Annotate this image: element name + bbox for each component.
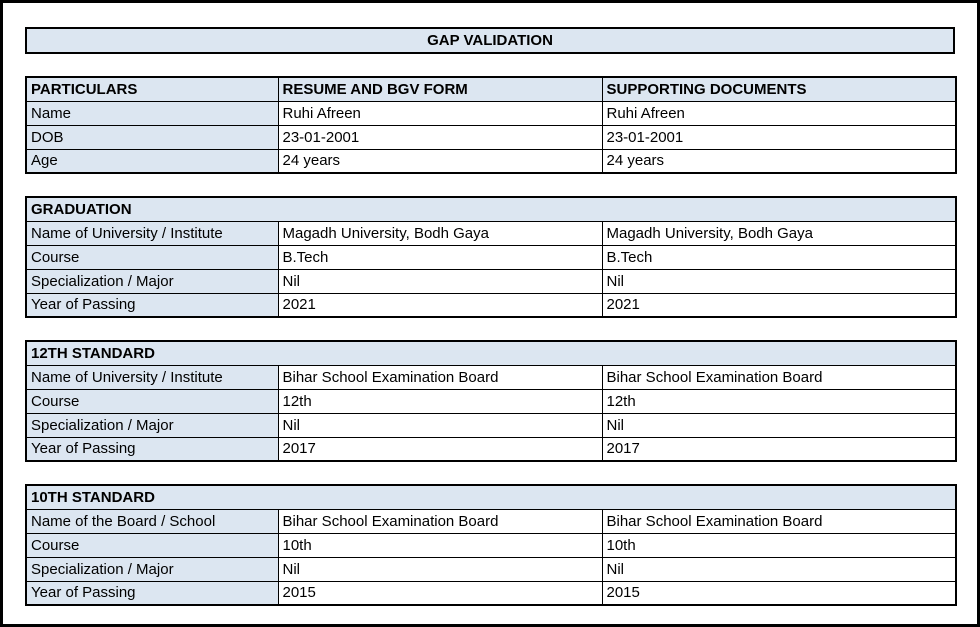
table-row: Course B.Tech B.Tech (25, 244, 957, 270)
resume-cell: 23-01-2001 (277, 124, 603, 150)
table-row: Year of Passing 2015 2015 (25, 580, 957, 606)
supporting-cell: 23-01-2001 (601, 124, 957, 150)
resume-cell: Nil (277, 412, 603, 438)
column-header-supporting-documents: SUPPORTING DOCUMENTS (601, 76, 957, 102)
section-tables: GRADUATION Name of University / Institute… (3, 196, 977, 606)
resume-cell: Ruhi Afreen (277, 100, 603, 126)
table-row: Year of Passing 2017 2017 (25, 436, 957, 462)
section-title: GRADUATION (25, 196, 957, 222)
table-row: Course 10th 10th (25, 532, 957, 558)
supporting-cell: 24 years (601, 148, 957, 174)
label-cell: Year of Passing (25, 436, 279, 462)
table-row: Name of University / Institute Bihar Scho… (25, 364, 957, 390)
resume-cell: 10th (277, 532, 603, 558)
resume-cell: Nil (277, 268, 603, 294)
label-cell: Course (25, 532, 279, 558)
label-cell: DOB (25, 124, 279, 150)
resume-cell: Bihar School Examination Board (277, 508, 603, 534)
particulars-table: PARTICULARS RESUME AND BGV FORM SUPPORTI… (25, 76, 957, 174)
table-row: Age 24 years 24 years (25, 148, 957, 174)
section-title: 12TH STANDARD (25, 340, 957, 366)
resume-cell: 2015 (277, 580, 603, 606)
supporting-cell: 2021 (601, 292, 957, 318)
label-cell: Year of Passing (25, 580, 279, 606)
resume-cell: 12th (277, 388, 603, 414)
table-row: Specialization / Major Nil Nil (25, 412, 957, 438)
table-row: Year of Passing 2021 2021 (25, 292, 957, 318)
label-cell: Name of University / Institute (25, 364, 279, 390)
header-row: PARTICULARS RESUME AND BGV FORM SUPPORTI… (25, 76, 957, 102)
supporting-cell: 2017 (601, 436, 957, 462)
table-row: DOB 23-01-2001 23-01-2001 (25, 124, 957, 150)
column-header-particulars: PARTICULARS (25, 76, 279, 102)
supporting-cell: Nil (601, 268, 957, 294)
table-row: Name of the Board / School Bihar School E… (25, 508, 957, 534)
table-row: Course 12th 12th (25, 388, 957, 414)
resume-cell: Nil (277, 556, 603, 582)
section-title: 10TH STANDARD (25, 484, 957, 510)
label-cell: Age (25, 148, 279, 174)
label-cell: Course (25, 388, 279, 414)
section-table: GRADUATION Name of University / Institute… (25, 196, 958, 318)
table-row: Name Ruhi Afreen Ruhi Afreen (25, 100, 957, 126)
section-header-row: 12TH STANDARD (25, 340, 957, 366)
label-cell: Specialization / Major (25, 412, 279, 438)
resume-cell: Bihar School Examination Board (277, 364, 603, 390)
section-header-row: 10TH STANDARD (25, 484, 957, 510)
label-cell: Name of the Board / School (25, 508, 279, 534)
resume-cell: 2021 (277, 292, 603, 318)
supporting-cell: B.Tech (601, 244, 957, 270)
resume-cell: 24 years (277, 148, 603, 174)
resume-cell: Magadh University, Bodh Gaya (277, 220, 603, 246)
section-table: 12TH STANDARD Name of University / Instit… (25, 340, 958, 462)
supporting-cell: Nil (601, 556, 957, 582)
resume-cell: 2017 (277, 436, 603, 462)
supporting-cell: Bihar School Examination Board (601, 508, 957, 534)
label-cell: Year of Passing (25, 292, 279, 318)
label-cell: Specialization / Major (25, 556, 279, 582)
column-header-resume-bgv: RESUME AND BGV FORM (277, 76, 603, 102)
table-row: Name of University / Institute Magadh Uni… (25, 220, 957, 246)
supporting-cell: 12th (601, 388, 957, 414)
document-title: GAP VALIDATION (25, 27, 955, 54)
table-row: Specialization / Major Nil Nil (25, 268, 957, 294)
supporting-cell: Bihar School Examination Board (601, 364, 957, 390)
resume-cell: B.Tech (277, 244, 603, 270)
supporting-cell: Ruhi Afreen (601, 100, 957, 126)
supporting-cell: Magadh University, Bodh Gaya (601, 220, 957, 246)
section-table: 10TH STANDARD Name of the Board / School B… (25, 484, 958, 606)
label-cell: Name of University / Institute (25, 220, 279, 246)
section-header-row: GRADUATION (25, 196, 957, 222)
table-row: Specialization / Major Nil Nil (25, 556, 957, 582)
supporting-cell: 2015 (601, 580, 957, 606)
label-cell: Name (25, 100, 279, 126)
label-cell: Course (25, 244, 279, 270)
label-cell: Specialization / Major (25, 268, 279, 294)
supporting-cell: Nil (601, 412, 957, 438)
supporting-cell: 10th (601, 532, 957, 558)
